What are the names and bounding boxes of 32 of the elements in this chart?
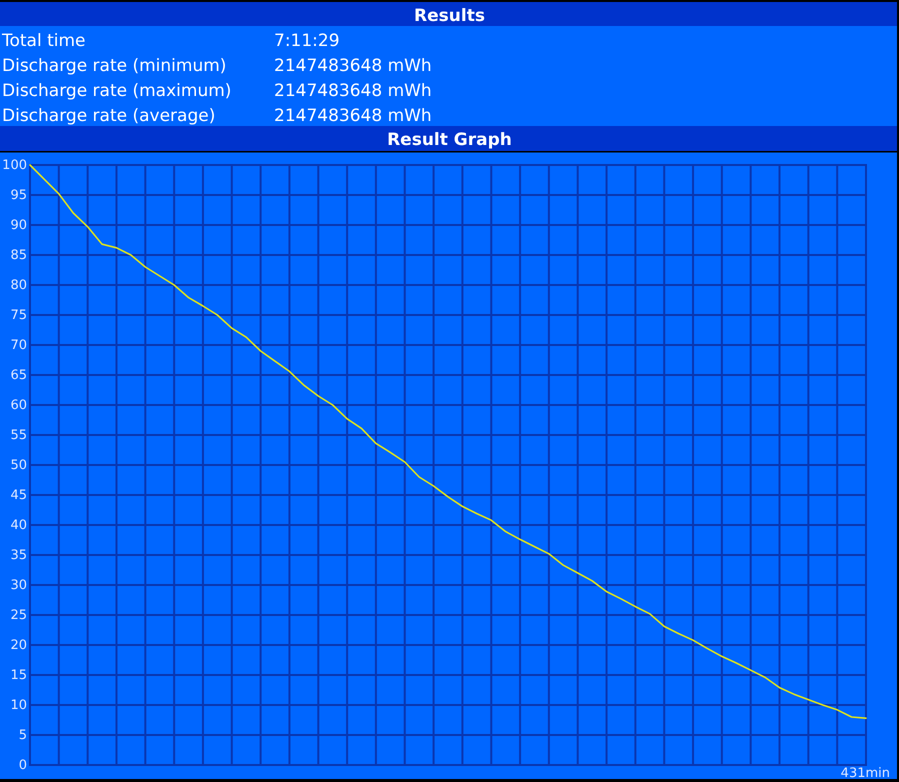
text: Discharge rate (minimum) (2, 56, 226, 76)
text: Discharge rate (average) (2, 106, 216, 126)
y-tick-label: 100 (2, 158, 27, 174)
text: Total time (1, 31, 86, 51)
y-tick-label: 45 (10, 488, 27, 504)
y-tick-label: 50 (10, 458, 27, 474)
text: Discharge rate (maximum) (2, 81, 232, 101)
y-tick-label: 30 (10, 578, 27, 594)
y-tick-label: 15 (10, 668, 27, 684)
text: 431min (840, 766, 890, 781)
y-tick-label: 85 (10, 248, 27, 264)
text: 2147483648 mWh (274, 56, 432, 76)
y-tick-label: 10 (10, 698, 27, 714)
y-tick-label: 70 (10, 338, 27, 354)
chart-subtitle: Result Graph (387, 130, 512, 150)
y-tick-label: 5 (18, 728, 27, 744)
y-tick-label: 20 (10, 638, 27, 654)
y-tick-label: 75 (10, 308, 27, 324)
y-tick-label: 55 (10, 428, 27, 444)
y-tick-label: 90 (10, 218, 27, 234)
text: 2147483648 mWh (274, 106, 432, 126)
y-tick-label: 0 (18, 758, 27, 774)
y-tick-label: 95 (10, 188, 27, 204)
y-tick-label: 40 (10, 518, 27, 534)
text: 7:11:29 (274, 31, 340, 51)
text: 2147483648 mWh (274, 81, 432, 101)
y-tick-label: 80 (10, 278, 27, 294)
y-tick-label: 25 (10, 608, 27, 624)
y-tick-label: 65 (10, 368, 27, 384)
chart-title: Results (414, 6, 485, 26)
y-tick-label: 60 (10, 398, 27, 414)
y-tick-label: 35 (10, 548, 27, 564)
